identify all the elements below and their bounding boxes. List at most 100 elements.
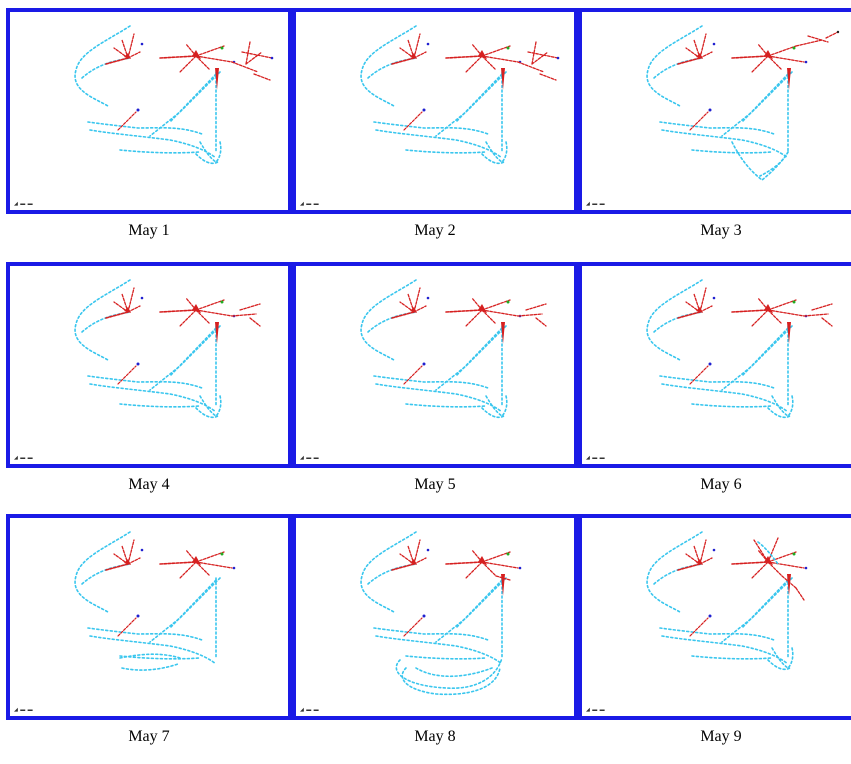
- route-line: [435, 577, 507, 643]
- map-frame[interactable]: ◢ ▬ ▬: [6, 262, 292, 468]
- flow-wedge: [410, 559, 417, 565]
- map-frame[interactable]: ◢ ▬ ▬: [6, 514, 292, 720]
- flow-wedge: [501, 68, 505, 90]
- map-panel: ◢ ▬ ▬ May 5: [292, 262, 578, 512]
- route-line: [405, 655, 487, 660]
- flow-wedge: [124, 307, 131, 313]
- flow-line: [195, 309, 211, 325]
- flow-line: [445, 55, 483, 59]
- flow-line: [245, 51, 263, 65]
- flow-line: [413, 287, 421, 313]
- flow-line: [241, 51, 273, 59]
- flow-line: [751, 561, 769, 579]
- route-line: [771, 647, 794, 670]
- flow-line: [807, 35, 829, 43]
- route-line: [767, 407, 791, 419]
- station-dot: [422, 108, 426, 112]
- route-line: [646, 25, 703, 107]
- map-frame[interactable]: ◢ ▬ ▬: [578, 8, 851, 214]
- flow-wedge: [192, 556, 201, 565]
- route-line: [74, 531, 131, 613]
- flow-line: [127, 287, 135, 313]
- map-panel: ◢ ▬ ▬ May 7: [6, 514, 292, 764]
- route-line: [731, 141, 789, 182]
- station-dot: [422, 362, 426, 366]
- route-line: [373, 121, 489, 135]
- flow-line: [403, 617, 423, 637]
- flow-line: [689, 111, 709, 131]
- flow-line: [795, 587, 805, 601]
- flow-line: [767, 55, 783, 71]
- flow-line: [767, 309, 783, 325]
- flow-line: [481, 299, 511, 311]
- panel-caption: May 3: [700, 222, 742, 239]
- route-line: [659, 627, 775, 641]
- scale-bar: ◢ ▬ ▬: [14, 201, 34, 207]
- flow-line: [699, 33, 707, 59]
- flow-line: [767, 45, 797, 57]
- route-line: [87, 121, 203, 135]
- flow-line: [465, 561, 483, 579]
- route-line: [659, 375, 775, 389]
- route-line: [741, 327, 789, 377]
- flow-line: [781, 575, 797, 589]
- map-frame[interactable]: ◢ ▬ ▬: [578, 262, 851, 468]
- route-line: [405, 149, 487, 154]
- flow-line: [195, 561, 233, 569]
- map-frame[interactable]: ◢ ▬ ▬: [6, 8, 292, 214]
- flow-line: [481, 55, 497, 71]
- flow-line: [391, 311, 415, 319]
- map-frame[interactable]: ◢ ▬ ▬: [292, 514, 578, 720]
- flow-wedge: [764, 304, 773, 313]
- flow-line: [105, 563, 129, 571]
- flow-line: [693, 293, 701, 313]
- flow-wedge: [410, 307, 417, 313]
- route-line: [149, 577, 221, 643]
- flow-line: [465, 309, 483, 327]
- route-line: [661, 129, 789, 159]
- flow-line: [517, 313, 543, 317]
- flow-line: [753, 539, 769, 563]
- route-line: [149, 71, 221, 137]
- map-frame[interactable]: ◢ ▬ ▬: [578, 514, 851, 720]
- station-dot: [140, 548, 144, 552]
- station-dot: [792, 300, 796, 304]
- flow-line: [407, 39, 415, 59]
- flow-line: [517, 61, 545, 73]
- map-frame[interactable]: ◢ ▬ ▬: [292, 8, 578, 214]
- flow-line: [751, 309, 769, 327]
- route-line: [757, 541, 779, 565]
- route-line: [415, 667, 493, 678]
- route-line: [721, 577, 793, 643]
- flow-line: [751, 55, 769, 73]
- flow-wedge: [696, 559, 703, 565]
- flow-line: [481, 55, 519, 63]
- route-line: [119, 403, 201, 408]
- route-line: [691, 149, 773, 154]
- flow-wedge: [787, 574, 791, 596]
- flow-line: [445, 561, 483, 565]
- flow-wedge: [124, 53, 131, 59]
- flow-line: [465, 55, 483, 73]
- flow-line: [825, 31, 839, 39]
- route-line: [360, 25, 417, 107]
- panel-caption: May 8: [414, 728, 456, 745]
- scale-bar: ◢ ▬ ▬: [586, 455, 606, 461]
- route-line: [435, 325, 507, 391]
- flow-line: [407, 545, 415, 565]
- flow-line: [403, 365, 423, 385]
- flow-wedge: [215, 68, 219, 90]
- flow-line: [539, 73, 557, 81]
- flow-line: [117, 617, 137, 637]
- map-frame[interactable]: ◢ ▬ ▬: [292, 262, 578, 468]
- route-line: [199, 141, 222, 164]
- station-dot: [140, 42, 144, 46]
- route-line: [653, 563, 703, 585]
- flow-line: [195, 299, 225, 311]
- route-line: [741, 579, 789, 629]
- flow-line: [195, 55, 211, 71]
- flow-map: [74, 25, 274, 165]
- flow-line: [249, 317, 261, 327]
- route-line: [759, 151, 789, 177]
- flow-wedge: [501, 322, 505, 344]
